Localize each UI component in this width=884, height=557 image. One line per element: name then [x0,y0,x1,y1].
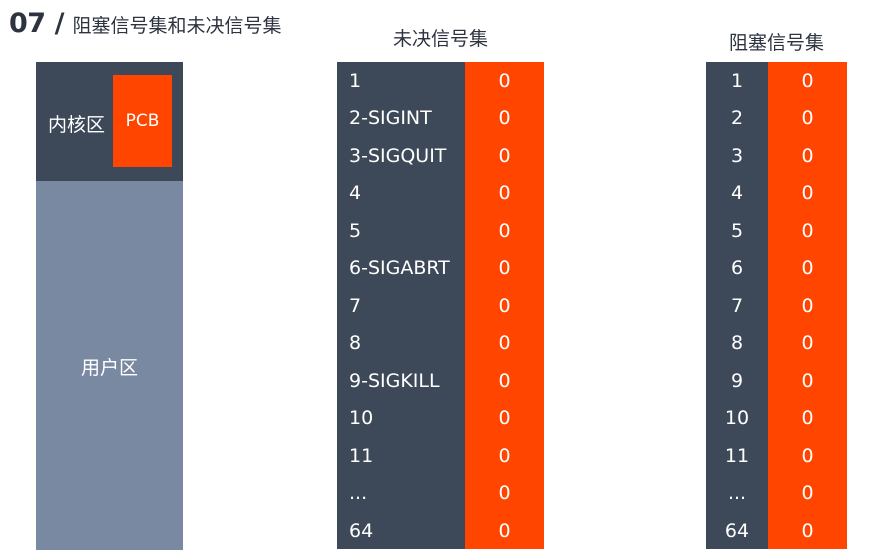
blocked-signal-label: ... [727,482,747,505]
blocked-signal-label: 2 [730,107,744,130]
pending-signal-label: 10 [349,407,374,430]
blocked-bit-value: 0 [801,219,814,242]
section-number: 07 [9,7,46,39]
pending-bit-value: 0 [498,519,511,542]
pending-bit-value: 0 [498,107,511,130]
pending-bit-value: 0 [498,294,511,317]
blocked-signal-label: 1 [730,69,744,92]
slide-header: 07 / 阻塞信号集和未决信号集 [9,6,281,40]
pending-signal-label: 6-SIGABRT [349,257,450,280]
signal-value-column [768,62,847,549]
blocked-bit-value: 0 [801,482,814,505]
pending-bit-value: 0 [498,69,511,92]
blocked-row: 11 0 [706,437,847,475]
blocked-signal-label: 9 [730,369,744,392]
pending-signal-label: ... [349,482,368,505]
signal-name-column [337,62,465,549]
blocked-signal-label: 3 [730,144,744,167]
pending-bit-value: 0 [498,444,511,467]
pending-set-title: 未决信号集 [392,28,488,50]
pending-signal-label: 4 [349,182,362,205]
process-memory-diagram: 内核区 PCB 用户区 [36,62,183,550]
user-space: 用户区 [36,181,183,550]
blocked-row: 64 0 [706,512,847,550]
blocked-signal-label: 8 [730,332,744,355]
pending-signal-label: 11 [349,444,374,467]
pending-row: 2-SIGINT 0 [337,100,544,138]
blocked-bit-value: 0 [801,107,814,130]
blocked-signal-label: 11 [724,444,750,467]
pending-signal-label: 1 [349,69,362,92]
blocked-bit-value: 0 [801,444,814,467]
pending-row: 64 0 [337,512,544,550]
blocked-signal-label: 6 [730,257,744,280]
pending-signal-label: 9-SIGKILL [349,369,440,392]
pending-bit-value: 0 [498,144,511,167]
slide-title: 阻塞信号集和未决信号集 [72,15,282,37]
pending-row: 6-SIGABRT 0 [337,250,544,288]
pending-row: 3-SIGQUIT 0 [337,137,544,175]
pending-signal-label: 7 [349,294,362,317]
blocked-row: ... 0 [706,475,847,513]
pending-signal-label: 8 [349,332,362,355]
blocked-bit-value: 0 [801,182,814,205]
blocked-signal-label: 5 [730,219,744,242]
pending-signal-label: 2-SIGINT [349,107,432,130]
signal-value-column [465,62,544,549]
kernel-space: 内核区 PCB [36,62,183,181]
blocked-signal-label: 7 [730,294,744,317]
pcb-block: PCB [113,75,172,167]
pending-bit-value: 0 [498,257,511,280]
pending-signal-set: 1 0 2-SIGINT 0 3-SIGQUIT 0 4 0 5 0 6-SIGABRT 0 7 0 8 0 9… [337,62,544,549]
pending-row: 10 0 [337,400,544,438]
pending-row: ... 0 [337,475,544,513]
blocked-bit-value: 0 [801,69,814,92]
blocked-bit-value: 0 [801,369,814,392]
blocked-signal-label: 64 [724,519,750,542]
user-space-label: 用户区 [80,357,138,379]
blocked-signal-set: 1 0 2 0 3 0 4 0 5 0 6 0 7 0 8 0 9 0 10 0 11 0... 0 64 0 [706,62,847,549]
pending-bit-value: 0 [498,369,511,392]
blocked-signal-label: 10 [724,407,750,430]
pending-row: 9-SIGKILL 0 [337,362,544,400]
blocked-set-title: 阻塞信号集 [728,32,824,54]
pending-signal-label: 64 [349,519,374,542]
pending-bit-value: 0 [498,219,511,242]
pending-row: 11 0 [337,437,544,475]
blocked-bit-value: 0 [801,294,814,317]
blocked-bit-value: 0 [801,144,814,167]
blocked-bit-value: 0 [801,407,814,430]
section-separator: / [54,7,65,39]
pending-bit-value: 0 [498,182,511,205]
pending-bit-value: 0 [498,482,511,505]
pending-bit-value: 0 [498,407,511,430]
pending-signal-label: 3-SIGQUIT [349,144,447,167]
blocked-row: 10 0 [706,400,847,438]
pending-signal-label: 5 [349,219,362,242]
signal-number-column [706,62,768,549]
blocked-bit-value: 0 [801,519,814,542]
blocked-signal-label: 4 [730,182,744,205]
blocked-bit-value: 0 [801,332,814,355]
pcb-label: PCB [125,111,160,131]
kernel-space-label: 内核区 [48,114,106,136]
blocked-bit-value: 0 [801,257,814,280]
pending-bit-value: 0 [498,332,511,355]
